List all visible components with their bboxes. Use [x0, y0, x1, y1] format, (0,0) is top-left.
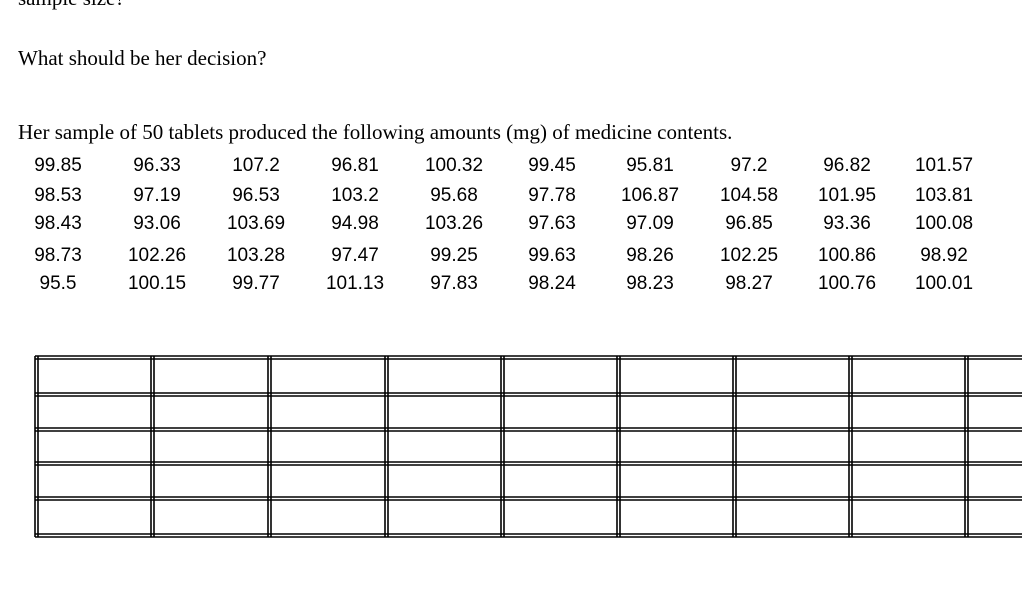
sample-value: 95.81	[626, 155, 674, 176]
sample-value: 97.19	[133, 185, 181, 206]
sample-value: 93.36	[823, 213, 871, 234]
intro-text: Her sample of 50 tablets produced the fo…	[18, 120, 733, 144]
sample-value: 99.63	[528, 245, 576, 266]
sample-value: 98.43	[34, 213, 82, 234]
sample-value: 98.23	[626, 273, 674, 294]
sample-value: 103.28	[226, 245, 286, 266]
sample-value: 107.2	[232, 155, 280, 176]
sample-value: 97.09	[626, 213, 674, 234]
sample-value: 96.53	[232, 185, 280, 206]
sample-value: 97.78	[528, 185, 576, 206]
sample-value: 98.53	[34, 185, 82, 206]
sample-value: 95.68	[430, 185, 478, 206]
sample-value: 101.13	[325, 273, 385, 294]
sample-value: 97.47	[331, 245, 379, 266]
sample-value: 104.58	[719, 185, 779, 206]
sample-value: 96.81	[331, 155, 379, 176]
sample-value: 100.32	[424, 155, 484, 176]
sample-value: 103.2	[331, 185, 379, 206]
sample-value: 101.57	[914, 155, 974, 176]
sample-value: 96.82	[823, 155, 871, 176]
sample-value: 99.45	[528, 155, 576, 176]
sample-value: 98.24	[528, 273, 576, 294]
sample-value: 97.63	[528, 213, 576, 234]
question: What should be her decision?	[18, 46, 267, 70]
sample-value: 100.15	[127, 273, 187, 294]
sample-value: 100.01	[914, 273, 974, 294]
sample-value: 94.98	[331, 213, 379, 234]
sample-value: 99.25	[430, 245, 478, 266]
sample-value: 103.69	[226, 213, 286, 234]
sample-value: 101.95	[817, 185, 877, 206]
sample-value: 99.77	[232, 273, 280, 294]
cut-heading: sample size?	[18, 0, 125, 11]
sample-value: 96.85	[725, 213, 773, 234]
sample-value: 98.73	[34, 245, 82, 266]
sample-value: 106.87	[620, 185, 680, 206]
sample-value: 98.27	[725, 273, 773, 294]
sample-value: 103.81	[914, 185, 974, 206]
sample-value: 93.06	[133, 213, 181, 234]
sample-value: 99.85	[34, 155, 82, 176]
sample-value: 100.08	[914, 213, 974, 234]
sample-value: 98.26	[626, 245, 674, 266]
sample-value: 98.92	[920, 245, 968, 266]
sample-value: 102.26	[127, 245, 187, 266]
sample-value: 100.76	[817, 273, 877, 294]
sample-value: 103.26	[424, 213, 484, 234]
sample-value: 96.33	[133, 155, 181, 176]
sample-value: 97.2	[730, 155, 768, 176]
sample-value: 97.83	[430, 273, 478, 294]
sample-value: 100.86	[817, 245, 877, 266]
sample-value: 102.25	[719, 245, 779, 266]
sample-value: 95.5	[39, 273, 77, 294]
